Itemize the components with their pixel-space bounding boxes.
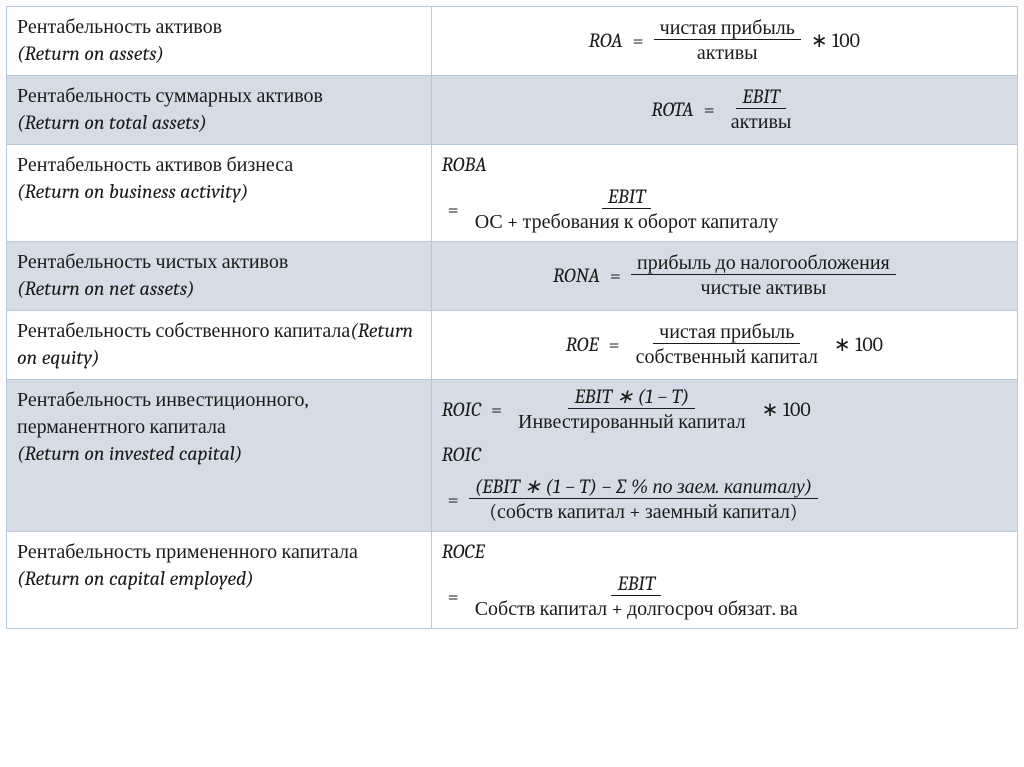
formula-lhs: ROIC [442,441,481,468]
fraction: чистая прибыльактивы [654,17,801,64]
times-100: ∗ 100 [805,27,860,54]
term-cell: Рентабельность инвестиционного, перманен… [7,380,432,532]
fraction: EBIT ∗ (1 − T)Инвестированный капитал [512,386,752,433]
formula-lhs: ROBA [442,151,487,178]
fraction-numerator: EBIT ∗ (1 − T) [568,386,695,409]
fraction-numerator: чистая прибыль [653,321,800,344]
formula-lhs: RONA [553,262,600,289]
formula-cell: ROCE=EBITСобств капитал + долгосроч обяз… [431,532,1017,629]
term-en: (Return on total assets) [17,109,421,136]
table-row: Рентабельность примененного капитала(Ret… [7,532,1018,629]
term-en: (Return on invested capital) [17,440,421,467]
formula-cell: RONA=прибыль до налогообложениячистые ак… [431,242,1017,311]
fraction-denominator: (собств капитал + заемный капитал) [483,499,803,523]
times-100: ∗ 100 [828,331,883,358]
equals-sign: = [627,27,650,54]
fraction-denominator: Инвестированный капитал [512,409,752,433]
fraction-denominator: активы [725,109,798,133]
term-ru: Рентабельность чистых активов [17,248,421,275]
fraction: EBITактивы [725,86,798,133]
formula: ROE=чистая прибыльсобственный капитал∗ 1… [442,321,1007,368]
term-ru: Рентабельность активов [17,13,421,40]
formula-lhs: ROA [589,27,623,54]
formula: ROCE=EBITСобств капитал + долгосроч обяз… [442,538,1007,620]
fraction: (EBIT ∗ (1 − T) − ∑ % по заем. капиталу)… [469,476,818,523]
formula-cell: ROE=чистая прибыльсобственный капитал∗ 1… [431,311,1017,380]
term-ru: Рентабельность инвестиционного, перманен… [17,386,421,440]
formula: ROIC =(EBIT ∗ (1 − T) − ∑ % по заем. капи… [442,441,1007,523]
formula-lhs: ROE [566,331,599,358]
formula-cell: ROA=чистая прибыльактивы∗ 100 [431,7,1017,76]
term-cell: Рентабельность активов(Return on assets) [7,7,432,76]
term-en: (Return on assets) [17,40,421,67]
term-cell: Рентабельность собственного капитала(Ret… [7,311,432,380]
fraction-denominator: активы [691,40,764,64]
fraction-denominator: ОС + требования к оборот капиталу [469,209,785,233]
table-row: Рентабельность суммарных активов(Return … [7,76,1018,145]
term-ru: Рентабельность примененного капитала [17,538,421,565]
equals-sign: = [442,486,465,513]
formula-cell: ROIC=EBIT ∗ (1 − T)Инвестированный капит… [431,380,1017,532]
term-cell: Рентабельность чистых активов(Return on … [7,242,432,311]
fraction-numerator: (EBIT ∗ (1 − T) − ∑ % по заем. капиталу) [469,476,818,499]
term-cell: Рентабельность примененного капитала(Ret… [7,532,432,629]
table-row: Рентабельность активов бизнеса(Return on… [7,145,1018,242]
formula-cell: ROTA=EBITактивы [431,76,1017,145]
formula: ROBA=EBITОС + требования к оборот капита… [442,151,1007,233]
table-row: Рентабельность чистых активов(Return on … [7,242,1018,311]
formula: RONA=прибыль до налогообложениячистые ак… [442,252,1007,299]
term-cell: Рентабельность суммарных активов(Return … [7,76,432,145]
fraction-denominator: чистые активы [695,275,833,299]
fraction: чистая прибыльсобственный капитал [630,321,824,368]
fraction-denominator: собственный капитал [630,344,824,368]
formula-lhs: ROCE [442,538,485,565]
page: Рентабельность активов(Return on assets)… [0,0,1024,635]
term-en: (Return on capital employed) [17,565,421,592]
fraction-denominator: Собств капитал + долгосроч обязат. ва [469,596,804,620]
fraction-numerator: прибыль до налогообложения [631,252,896,275]
ratios-table: Рентабельность активов(Return on assets)… [6,6,1018,629]
times-100: ∗ 100 [756,396,811,423]
equals-sign: = [603,331,626,358]
fraction-numerator: EBIT [736,86,786,109]
table-row: Рентабельность инвестиционного, перманен… [7,380,1018,532]
equals-sign: = [442,196,465,223]
term-ru: Рентабельность суммарных активов [17,82,421,109]
equals-sign: = [485,396,508,423]
term-cell: Рентабельность активов бизнеса(Return on… [7,145,432,242]
fraction: EBITОС + требования к оборот капиталу [469,186,785,233]
equals-sign: = [604,262,627,289]
table-row: Рентабельность собственного капитала(Ret… [7,311,1018,380]
equals-sign: = [442,583,465,610]
term-en: (Return on net assets) [17,275,421,302]
fraction-numerator: чистая прибыль [654,17,801,40]
formula-cell: ROBA=EBITОС + требования к оборот капита… [431,145,1017,242]
formula: ROTA=EBITактивы [442,86,1007,133]
table-row: Рентабельность активов(Return on assets)… [7,7,1018,76]
formula-lhs: ROIC [442,396,481,423]
term-ru: Рентабельность активов бизнеса [17,151,421,178]
fraction: прибыль до налогообложениячистые активы [631,252,896,299]
term-ru: Рентабельность собственного капитала [17,319,350,342]
fraction-numerator: EBIT [611,573,661,596]
term-en: (Return on business activity) [17,178,421,205]
formula-lhs: ROTA [651,96,693,123]
formula: ROIC=EBIT ∗ (1 − T)Инвестированный капит… [442,386,1007,433]
fraction: EBITСобств капитал + долгосроч обязат. в… [469,573,804,620]
formula: ROA=чистая прибыльактивы∗ 100 [442,17,1007,64]
fraction-numerator: EBIT [602,186,652,209]
equals-sign: = [698,96,721,123]
